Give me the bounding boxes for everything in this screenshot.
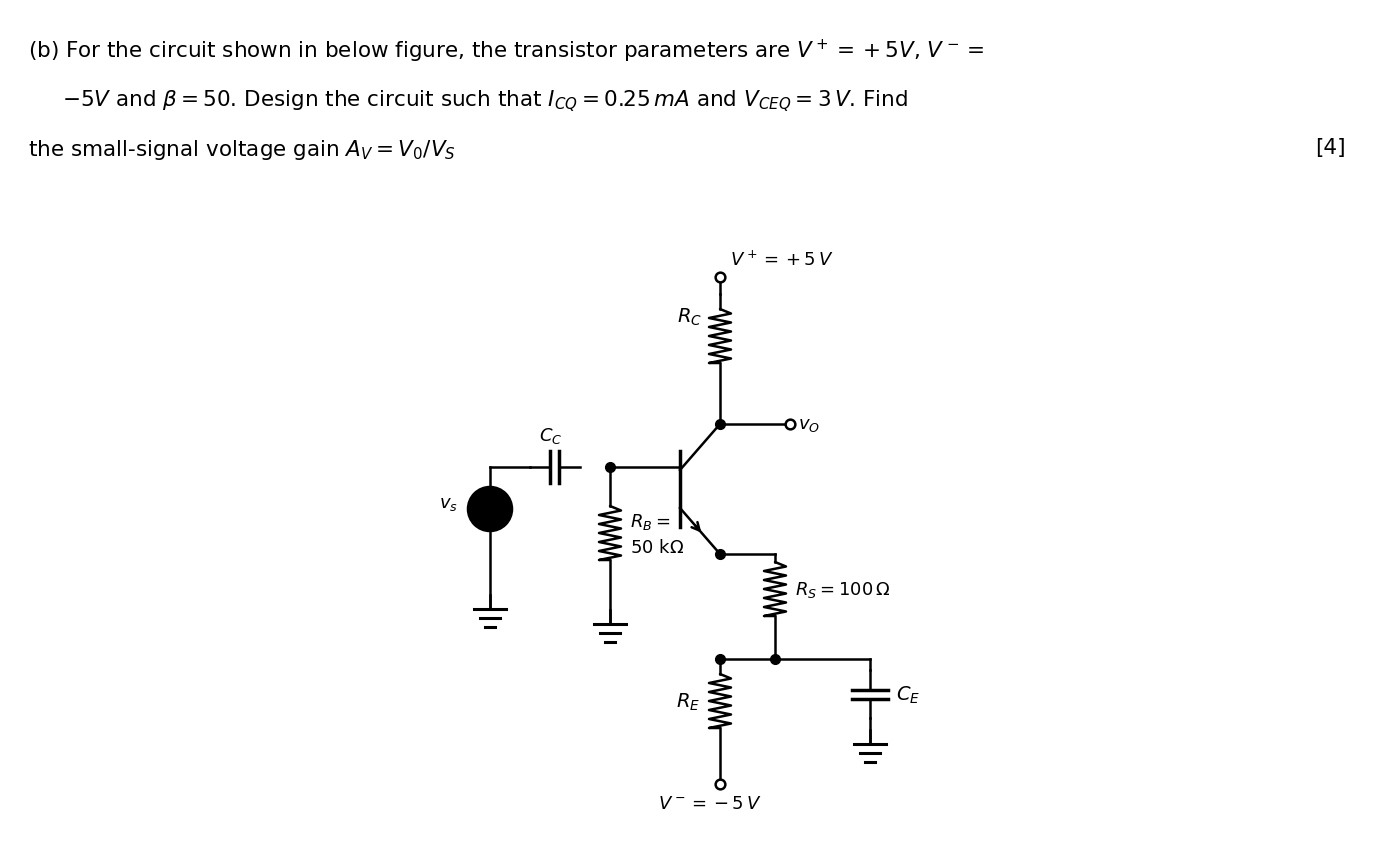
Text: −: − [487,511,500,526]
Text: $-5V$ and $\beta = 50$. Design the circuit such that $I_{CQ} = 0.25\,mA$ and $V_: $-5V$ and $\beta = 50$. Design the circu… [62,88,908,113]
Text: [4]: [4] [1314,138,1345,158]
Text: 50 k$\Omega$: 50 k$\Omega$ [630,538,684,556]
Text: (b) For the circuit shown in below figure, the transistor parameters are $V^+ = : (b) For the circuit shown in below figur… [28,38,984,66]
Text: $R_B =$: $R_B =$ [630,511,670,532]
Text: $R_E$: $R_E$ [676,690,700,711]
Text: the small-signal voltage gain $A_V = V_0/V_S$: the small-signal voltage gain $A_V = V_0… [28,138,455,162]
Text: $V^- = -5\,V$: $V^- = -5\,V$ [658,794,762,812]
Text: $V^+ = +5\,V$: $V^+ = +5\,V$ [730,250,833,270]
Text: $v_s$: $v_s$ [439,494,458,512]
Text: $C_C$: $C_C$ [540,425,562,446]
Text: $R_C$: $R_C$ [677,306,702,327]
Text: $R_S = 100\,\Omega$: $R_S = 100\,\Omega$ [795,579,890,599]
Circle shape [468,487,512,532]
Text: +: + [487,494,500,509]
Text: $C_E$: $C_E$ [897,683,920,705]
Text: $v_O$: $v_O$ [798,416,820,434]
